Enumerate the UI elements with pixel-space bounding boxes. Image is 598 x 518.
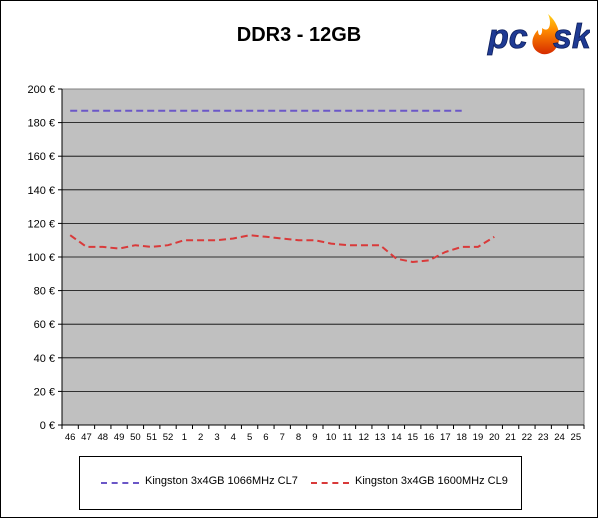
x-tick-label: 8 [296,432,301,443]
legend-label-1600: Kingston 3x4GB 1600MHz CL9 [355,475,508,487]
y-tick-label: 20 € [34,386,55,398]
y-tick-label: 120 € [27,218,55,230]
x-tick-label: 47 [81,432,92,443]
svg-text:sk: sk [553,18,590,56]
y-tick-label: 200 € [27,84,55,96]
x-tick-label: 4 [231,432,236,443]
x-tick-label: 3 [214,432,219,443]
x-tick-label: 7 [280,432,285,443]
x-tick-label: 14 [391,432,402,443]
y-tick-label: 60 € [34,319,55,331]
legend-swatch-1600 [311,482,349,484]
x-tick-label: 16 [424,432,435,443]
legend: Kingston 3x4GB 1066MHz CL7 Kingston 3x4G… [79,456,522,510]
x-tick-label: 12 [358,432,369,443]
series-lines [69,109,495,264]
pctuning-logo: pc sk [487,14,590,56]
x-tick-label: 48 [97,432,108,443]
gridlines [62,122,584,392]
x-tick-label: 17 [440,432,451,443]
x-tick-label: 21 [505,432,516,443]
x-tick-label: 5 [247,432,252,443]
x-tick-label: 10 [326,432,337,443]
x-tick-label: 25 [571,432,582,443]
legend-label-1066: Kingston 3x4GB 1066MHz CL7 [145,475,298,487]
x-tick-label: 23 [538,432,549,443]
x-axis: 46 47 48 49 50 51 52 1 2 3 4 5 6 7 8 9 10 11 12 13 14 15 16 17 1… [61,424,585,443]
x-tick-label: 15 [407,432,418,443]
legend-swatch-1066 [101,482,139,484]
x-tick-label: 18 [456,432,467,443]
x-tick-label: 52 [163,432,174,443]
x-tick-label: 9 [312,432,317,443]
x-tick-label: 19 [473,432,484,443]
x-tick-label: 24 [554,432,565,443]
x-tick-label: 20 [489,432,500,443]
chart-area: 0 € 20 € 40 € 60 € 80 € 100 € 120 € 140 € 160 € 1… [27,84,585,443]
svg-text:pc: pc [487,18,528,56]
x-tick-label: 50 [130,432,141,443]
chart-title: DDR3 - 12GB [236,24,362,46]
y-tick-label: 80 € [34,286,55,298]
y-tick-label: 160 € [27,151,55,163]
series-line-1 [69,234,495,264]
x-tick-label: 11 [343,432,353,443]
x-tick-label: 49 [114,432,125,443]
x-tick-label: 2 [198,432,203,443]
y-tick-label: 100 € [27,252,55,264]
y-tick-label: 40 € [34,353,55,365]
y-axis: 0 € 20 € 40 € 60 € 80 € 100 € 120 € 140 € 160 € 1… [27,84,63,432]
y-tick-label: 180 € [27,118,55,130]
x-tick-label: 6 [263,432,268,443]
x-tick-label: 22 [522,432,533,443]
x-tick-label: 46 [65,432,76,443]
x-tick-label: 51 [146,432,157,443]
y-tick-label: 0 € [40,420,55,432]
x-tick-label: 1 [182,432,187,443]
x-tick-label: 13 [375,432,386,443]
y-tick-label: 140 € [27,185,55,197]
